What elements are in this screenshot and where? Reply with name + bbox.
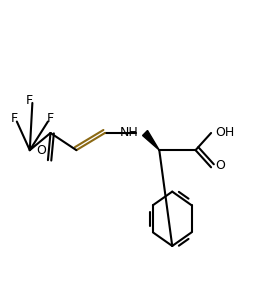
Text: O: O xyxy=(37,144,46,157)
Text: OH: OH xyxy=(215,126,234,140)
Text: NH: NH xyxy=(120,126,139,140)
Text: F: F xyxy=(11,112,18,125)
Polygon shape xyxy=(142,130,159,150)
Text: O: O xyxy=(215,159,225,172)
Text: F: F xyxy=(26,94,33,107)
Text: F: F xyxy=(47,112,54,125)
